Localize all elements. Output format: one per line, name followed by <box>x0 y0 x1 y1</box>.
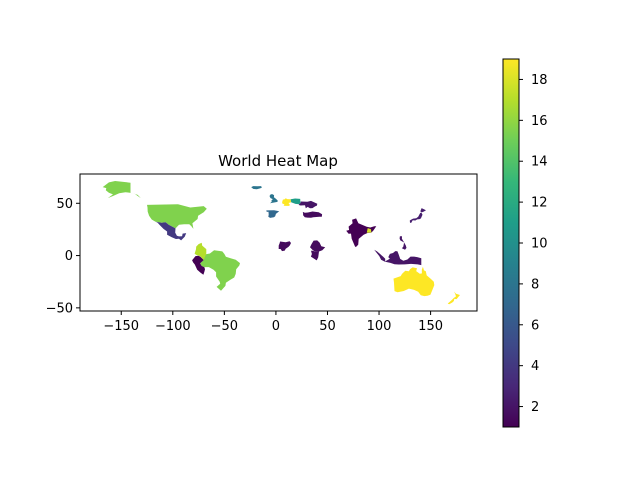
colorbar-tick-label: 2 <box>531 400 539 415</box>
region-poland <box>290 198 301 205</box>
x-tick-label: −150 <box>103 319 139 334</box>
region-united-states <box>147 204 207 229</box>
region-peru <box>192 255 205 275</box>
colorbar-tick-label: 6 <box>531 318 539 333</box>
region-japan <box>409 208 426 223</box>
x-tick-label: 50 <box>319 319 336 334</box>
region-india <box>346 218 377 248</box>
map-title: World Heat Map <box>218 152 338 170</box>
x-tick-label: 100 <box>367 319 392 334</box>
y-axis: 50 0 −50 <box>46 197 80 316</box>
region-kenya <box>310 250 319 261</box>
region-united-kingdom <box>269 194 278 204</box>
region-bangladesh <box>366 228 372 234</box>
region-brazil <box>200 250 240 291</box>
colorbar-tick-label: 8 <box>531 277 539 292</box>
x-tick-label: −50 <box>211 319 238 334</box>
x-tick-label: 150 <box>418 319 443 334</box>
colorbar-tick-label: 4 <box>531 359 539 374</box>
region-spain <box>266 210 280 218</box>
colorbar-tick-label: 18 <box>531 73 548 88</box>
region-ukraine <box>298 200 318 209</box>
region-iceland <box>251 186 262 190</box>
y-tick-label: −50 <box>46 301 73 316</box>
region-turkey <box>302 211 323 218</box>
region-colombia <box>194 242 207 260</box>
colorbar-tick-label: 10 <box>531 237 548 252</box>
colorbar-tick-label: 12 <box>531 196 548 211</box>
y-tick-label: 50 <box>56 197 73 212</box>
plot-frame <box>79 173 478 312</box>
region-mexico <box>155 221 187 241</box>
colorbar-tick-label: 14 <box>531 155 548 170</box>
region-indonesia <box>374 249 422 266</box>
colorbar <box>502 58 520 428</box>
x-axis: −150 −100 −50 0 50 100 150 <box>103 311 443 334</box>
region-germany <box>282 198 292 206</box>
region-alaska <box>102 181 141 199</box>
region-new-zealand <box>447 291 460 305</box>
region-philippines <box>399 236 407 250</box>
colorbar-axis: 2 4 6 8 10 12 14 16 18 <box>519 73 548 415</box>
y-tick-label: 0 <box>65 249 73 264</box>
region-nigeria <box>278 241 291 252</box>
region-ethiopia <box>310 240 326 252</box>
region-australia <box>393 266 435 297</box>
x-tick-label: −100 <box>155 319 191 334</box>
x-tick-label: 0 <box>272 319 280 334</box>
map-regions <box>102 181 460 305</box>
colorbar-tick-label: 16 <box>531 114 548 129</box>
